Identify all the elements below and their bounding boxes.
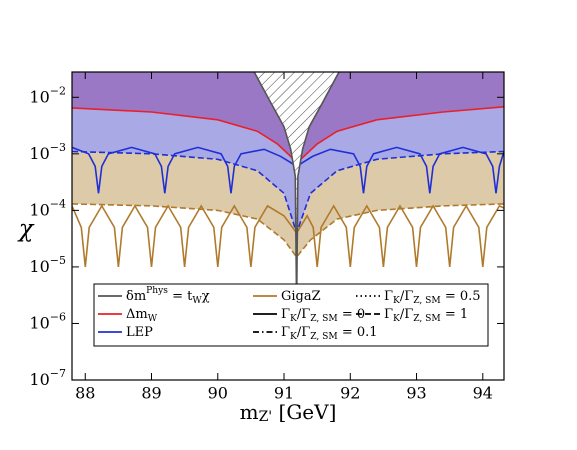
y-tick-exponent: −3	[50, 141, 66, 154]
y-tick-exponent: −7	[50, 367, 66, 380]
y-tick-base: 10	[29, 370, 49, 389]
legend-label: GigaZ	[281, 289, 321, 304]
text-part: = 0	[338, 307, 365, 322]
text-part: /Γ	[400, 289, 413, 304]
y-tick-exponent: −2	[50, 84, 66, 97]
text-part: Z, SM	[310, 332, 337, 342]
y-tick-label: 10−5	[29, 254, 66, 276]
x-tick-label: 94	[473, 384, 493, 403]
text-part: χ	[202, 289, 210, 304]
text-part: = 0.5	[441, 289, 481, 304]
y-axis-label: χ	[17, 215, 35, 243]
text-part: m	[240, 400, 259, 424]
y-tick-exponent: −4	[50, 197, 66, 210]
x-tick-label: 92	[340, 384, 360, 403]
x-tick-label: 89	[141, 384, 161, 403]
x-tick-label: 91	[274, 384, 294, 403]
text-part: /Γ	[297, 307, 310, 322]
legend-label: ΓK/ΓZ, SM = 0	[281, 307, 365, 324]
text-part: GigaZ	[281, 289, 321, 304]
y-tick-base: 10	[29, 200, 49, 219]
y-tick-base: 10	[29, 256, 49, 275]
y-tick-exponent: −6	[50, 310, 66, 323]
x-tick-label: 90	[208, 384, 228, 403]
x-axis-label: mZ' [GeV]	[240, 400, 337, 426]
text-part: LEP	[126, 325, 153, 340]
text-part: = 0.1	[338, 325, 378, 340]
legend-label: ΓK/ΓZ, SM = 0.5	[384, 289, 481, 306]
legend-label: ΓK/ΓZ, SM = 1	[384, 307, 468, 324]
text-part: [GeV]	[272, 400, 336, 424]
hatched-area	[254, 72, 339, 307]
y-tick-exponent: −5	[50, 254, 66, 267]
text-part: W	[148, 314, 158, 324]
text-part: = 1	[441, 307, 468, 322]
y-tick-label: 10−2	[29, 84, 66, 106]
text-part: K	[393, 314, 400, 324]
y-tick-base: 10	[29, 313, 49, 332]
y-tick-label: 10−7	[29, 367, 66, 389]
legend-label: ΓK/ΓZ, SM = 0.1	[281, 325, 378, 342]
text-part: K	[393, 296, 400, 306]
text-part: Γ	[281, 325, 290, 340]
legend-label: LEP	[126, 325, 153, 340]
text-part: Phys	[146, 286, 168, 296]
y-tick-label: 10−6	[29, 310, 66, 332]
x-tick-label: 88	[75, 384, 95, 403]
legend-label: ΔmW	[126, 307, 158, 324]
text-part: Γ	[281, 307, 290, 322]
text-part: W	[192, 296, 202, 306]
y-tick-label: 10−3	[29, 141, 66, 163]
text-part: Γ	[384, 307, 393, 322]
lines	[72, 72, 504, 307]
y-tick-label: 10−4	[29, 197, 66, 219]
text-part: Z'	[259, 409, 273, 425]
text-part: Γ	[384, 289, 393, 304]
plot-frame	[71, 71, 505, 381]
text-part: K	[290, 314, 297, 324]
text-part: K	[290, 332, 297, 342]
x-tick-label: 93	[406, 384, 426, 403]
text-part: Δm	[126, 307, 148, 322]
text-part: /Γ	[400, 307, 413, 322]
legend-box	[93, 283, 489, 347]
text-part: Z, SM	[413, 296, 440, 306]
y-tick-base: 10	[29, 143, 49, 162]
text-part: Z, SM	[413, 314, 440, 324]
text-part: /Γ	[297, 325, 310, 340]
text-part: Z, SM	[310, 314, 337, 324]
legend-label: δmPhys = tWχ	[126, 286, 210, 306]
text-part: = t	[168, 289, 193, 304]
y-tick-base: 10	[29, 87, 49, 106]
text-part: δm	[126, 289, 146, 304]
